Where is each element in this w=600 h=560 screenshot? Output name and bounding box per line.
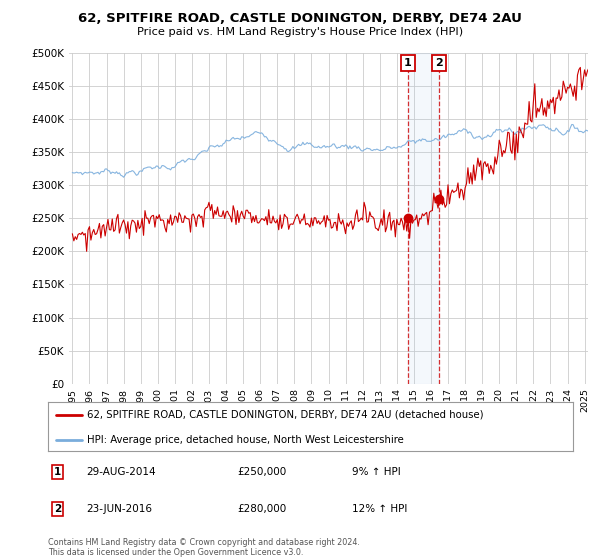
Text: 1: 1 — [54, 467, 61, 477]
Text: 23-JUN-2016: 23-JUN-2016 — [86, 504, 152, 514]
Text: 62, SPITFIRE ROAD, CASTLE DONINGTON, DERBY, DE74 2AU: 62, SPITFIRE ROAD, CASTLE DONINGTON, DER… — [78, 12, 522, 25]
Bar — [408, 53, 439, 384]
Text: Price paid vs. HM Land Registry's House Price Index (HPI): Price paid vs. HM Land Registry's House … — [137, 27, 463, 38]
Text: 2: 2 — [54, 504, 61, 514]
Text: 62, SPITFIRE ROAD, CASTLE DONINGTON, DERBY, DE74 2AU (detached house): 62, SPITFIRE ROAD, CASTLE DONINGTON, DER… — [88, 410, 484, 420]
Text: 1: 1 — [404, 58, 412, 68]
Text: 2: 2 — [435, 58, 443, 68]
Text: HPI: Average price, detached house, North West Leicestershire: HPI: Average price, detached house, Nort… — [88, 435, 404, 445]
Text: 12% ↑ HPI: 12% ↑ HPI — [353, 504, 408, 514]
Text: 29-AUG-2014: 29-AUG-2014 — [86, 467, 155, 477]
Text: £250,000: £250,000 — [237, 467, 286, 477]
Text: £280,000: £280,000 — [237, 504, 286, 514]
Text: Contains HM Land Registry data © Crown copyright and database right 2024.
This d: Contains HM Land Registry data © Crown c… — [48, 538, 360, 557]
Text: 9% ↑ HPI: 9% ↑ HPI — [353, 467, 401, 477]
